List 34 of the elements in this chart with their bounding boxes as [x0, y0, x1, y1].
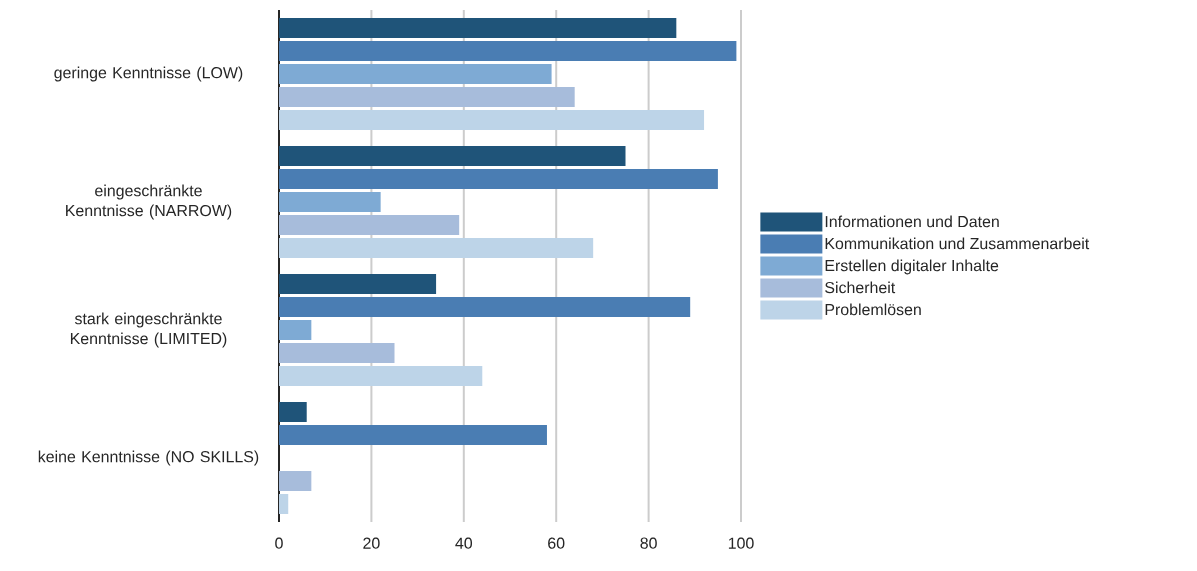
- y-tick-label: stark eingeschränkte Kenntnisse (LIMITED): [70, 312, 227, 348]
- legend-label: Kommunikation und Zusammenarbeit: [825, 237, 1090, 250]
- x-tick-label: 80: [640, 537, 657, 549]
- bar: [279, 494, 289, 515]
- x-tick-label: 100: [728, 537, 754, 549]
- x-tick-label: 60: [548, 537, 565, 549]
- bar: [279, 343, 395, 363]
- bar: [279, 192, 381, 212]
- bar: [279, 169, 718, 189]
- bar: [279, 146, 626, 166]
- legend-label: Erstellen digitaler Inhalte: [825, 259, 999, 275]
- y-tick-label: eingeschränkte Kenntnisse (NARROW): [66, 184, 232, 220]
- bar: [279, 18, 677, 38]
- legend-label: Problemlösen: [825, 303, 921, 316]
- bar: [279, 110, 705, 130]
- x-tick-label: 0: [275, 537, 283, 549]
- bar: [279, 64, 552, 84]
- x-tick-label: 20: [363, 537, 380, 549]
- y-tick-label: geringe Kenntnisse (LOW): [54, 66, 243, 82]
- bar: [279, 274, 437, 294]
- bar: [279, 238, 594, 258]
- bar: [279, 471, 312, 491]
- bar: [279, 41, 737, 61]
- legend-label: Sicherheit: [825, 281, 896, 294]
- bar: [279, 215, 460, 235]
- bar: [279, 402, 307, 422]
- bar: [279, 297, 691, 317]
- y-tick-label: keine Kenntnisse (NO SKILLS): [38, 450, 259, 466]
- bar: [279, 87, 575, 107]
- bar: [279, 366, 483, 386]
- x-tick-label: 40: [455, 537, 473, 549]
- bar: [279, 425, 547, 445]
- legend-label: Informationen und Daten: [825, 215, 999, 228]
- bar: [279, 320, 312, 340]
